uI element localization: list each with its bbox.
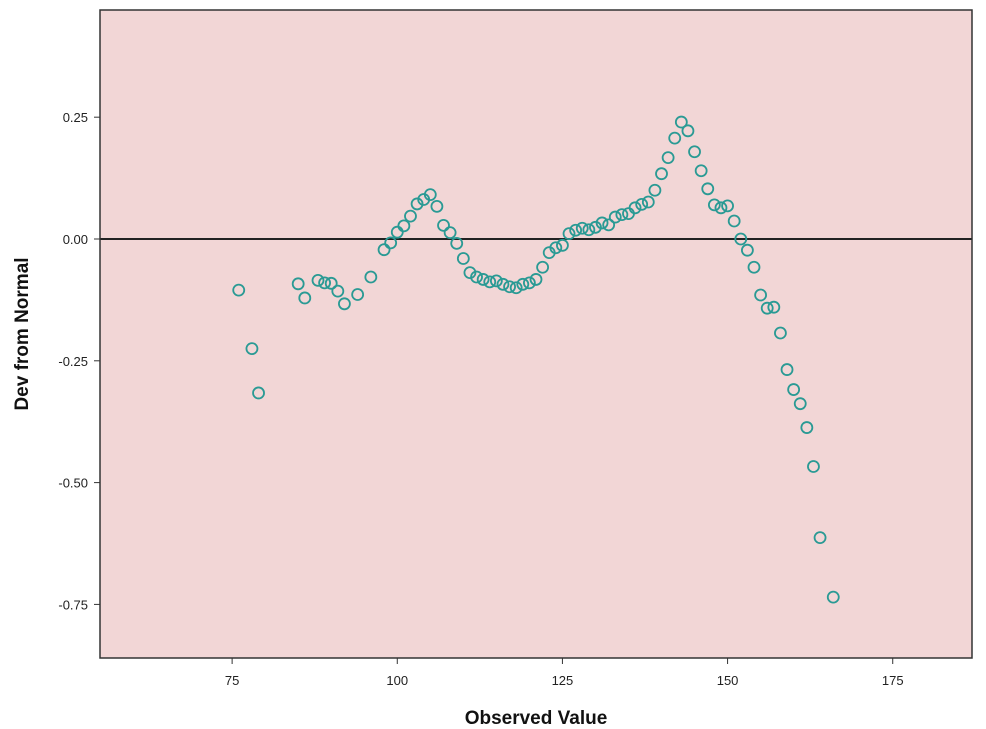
data-point: [470, 270, 483, 284]
data-point: [456, 252, 470, 265]
y-tick-label: -0.50: [58, 476, 88, 491]
data-point: [252, 386, 265, 400]
data-point: [608, 210, 622, 224]
data-point: [674, 115, 688, 129]
y-tick-label: -0.75: [58, 597, 88, 612]
x-tick-label: 150: [717, 673, 739, 688]
data-point: [681, 124, 695, 138]
data-point: [476, 273, 490, 286]
y-tick-label: 0.00: [63, 232, 88, 247]
y-tick-label: -0.25: [58, 354, 88, 369]
data-point: [767, 300, 781, 314]
data-point: [377, 243, 391, 257]
data-point: [351, 288, 365, 301]
data-point: [423, 188, 437, 202]
data-point: [318, 276, 332, 290]
y-axis-ticks: 0.25 0.00 -0.25 -0.50 -0.75: [58, 110, 100, 612]
data-point: [701, 182, 715, 196]
data-point: [536, 260, 550, 274]
data-point: [404, 209, 417, 223]
data-point: [503, 280, 516, 294]
x-tick-label: 75: [225, 673, 239, 688]
data-point: [562, 227, 576, 241]
data-point: [549, 241, 563, 255]
data-point: [529, 273, 543, 286]
data-point: [437, 218, 450, 232]
data-point: [489, 274, 503, 288]
data-point: [628, 201, 642, 215]
x-axis-title: Observed Value: [465, 708, 608, 729]
data-point: [807, 460, 820, 473]
data-point: [661, 151, 675, 165]
data-point: [245, 342, 259, 356]
data-point: [298, 291, 312, 305]
x-tick-label: 125: [552, 673, 574, 688]
data-point: [714, 201, 728, 215]
data-point: [338, 297, 351, 311]
data-point: [496, 277, 510, 291]
data-point: [589, 220, 602, 234]
data-point: [615, 208, 629, 222]
data-point: [522, 276, 536, 290]
data-point: [397, 219, 411, 233]
data-point: [740, 243, 754, 257]
data-point: [291, 277, 305, 291]
y-tick-label: 0.25: [63, 110, 88, 125]
x-tick-label: 175: [882, 673, 904, 688]
data-point: [430, 199, 444, 213]
data-point: [311, 274, 325, 287]
data-point: [635, 197, 649, 211]
data-point: [694, 164, 708, 178]
data-point: [331, 284, 345, 298]
plot-frame: [99, 9, 973, 659]
data-point: [575, 221, 589, 235]
data-point: [595, 216, 609, 230]
data-point: [324, 276, 338, 290]
data-point: [641, 195, 655, 209]
data-point: [582, 223, 596, 237]
data-point: [602, 218, 616, 232]
data-point: [509, 281, 523, 295]
data-point: [443, 226, 457, 240]
data-point: [826, 590, 840, 604]
data-point: [800, 421, 814, 434]
data-point: [668, 131, 682, 145]
data-point: [754, 288, 768, 302]
y-axis-title: Dev from Normal: [12, 257, 33, 410]
data-point: [516, 277, 530, 291]
data-point: [787, 383, 801, 396]
data-point: [747, 260, 761, 274]
data-point: [774, 326, 787, 340]
x-axis-ticks: 75 100 125 150 175: [225, 658, 904, 688]
data-point: [727, 214, 741, 228]
data-point: [232, 283, 246, 297]
data-point: [569, 223, 583, 237]
data-point: [556, 238, 569, 252]
data-point: [813, 531, 827, 545]
data-point: [463, 266, 477, 280]
data-point: [655, 167, 668, 181]
data-point: [721, 199, 734, 213]
data-point: [648, 183, 662, 197]
data-point: [707, 198, 721, 212]
data-point: [688, 145, 701, 159]
data-point: [483, 275, 497, 289]
data-point: [384, 236, 398, 250]
data-point: [364, 270, 378, 284]
plot-area: [100, 10, 972, 658]
data-point: [793, 397, 807, 411]
data-point: [780, 363, 794, 376]
data-point: [450, 236, 464, 250]
data-point: [734, 232, 748, 246]
x-tick-label: 100: [386, 673, 408, 688]
data-point: [390, 225, 404, 239]
data-points: [232, 115, 840, 604]
data-point: [410, 197, 424, 211]
data-point: [760, 301, 774, 315]
